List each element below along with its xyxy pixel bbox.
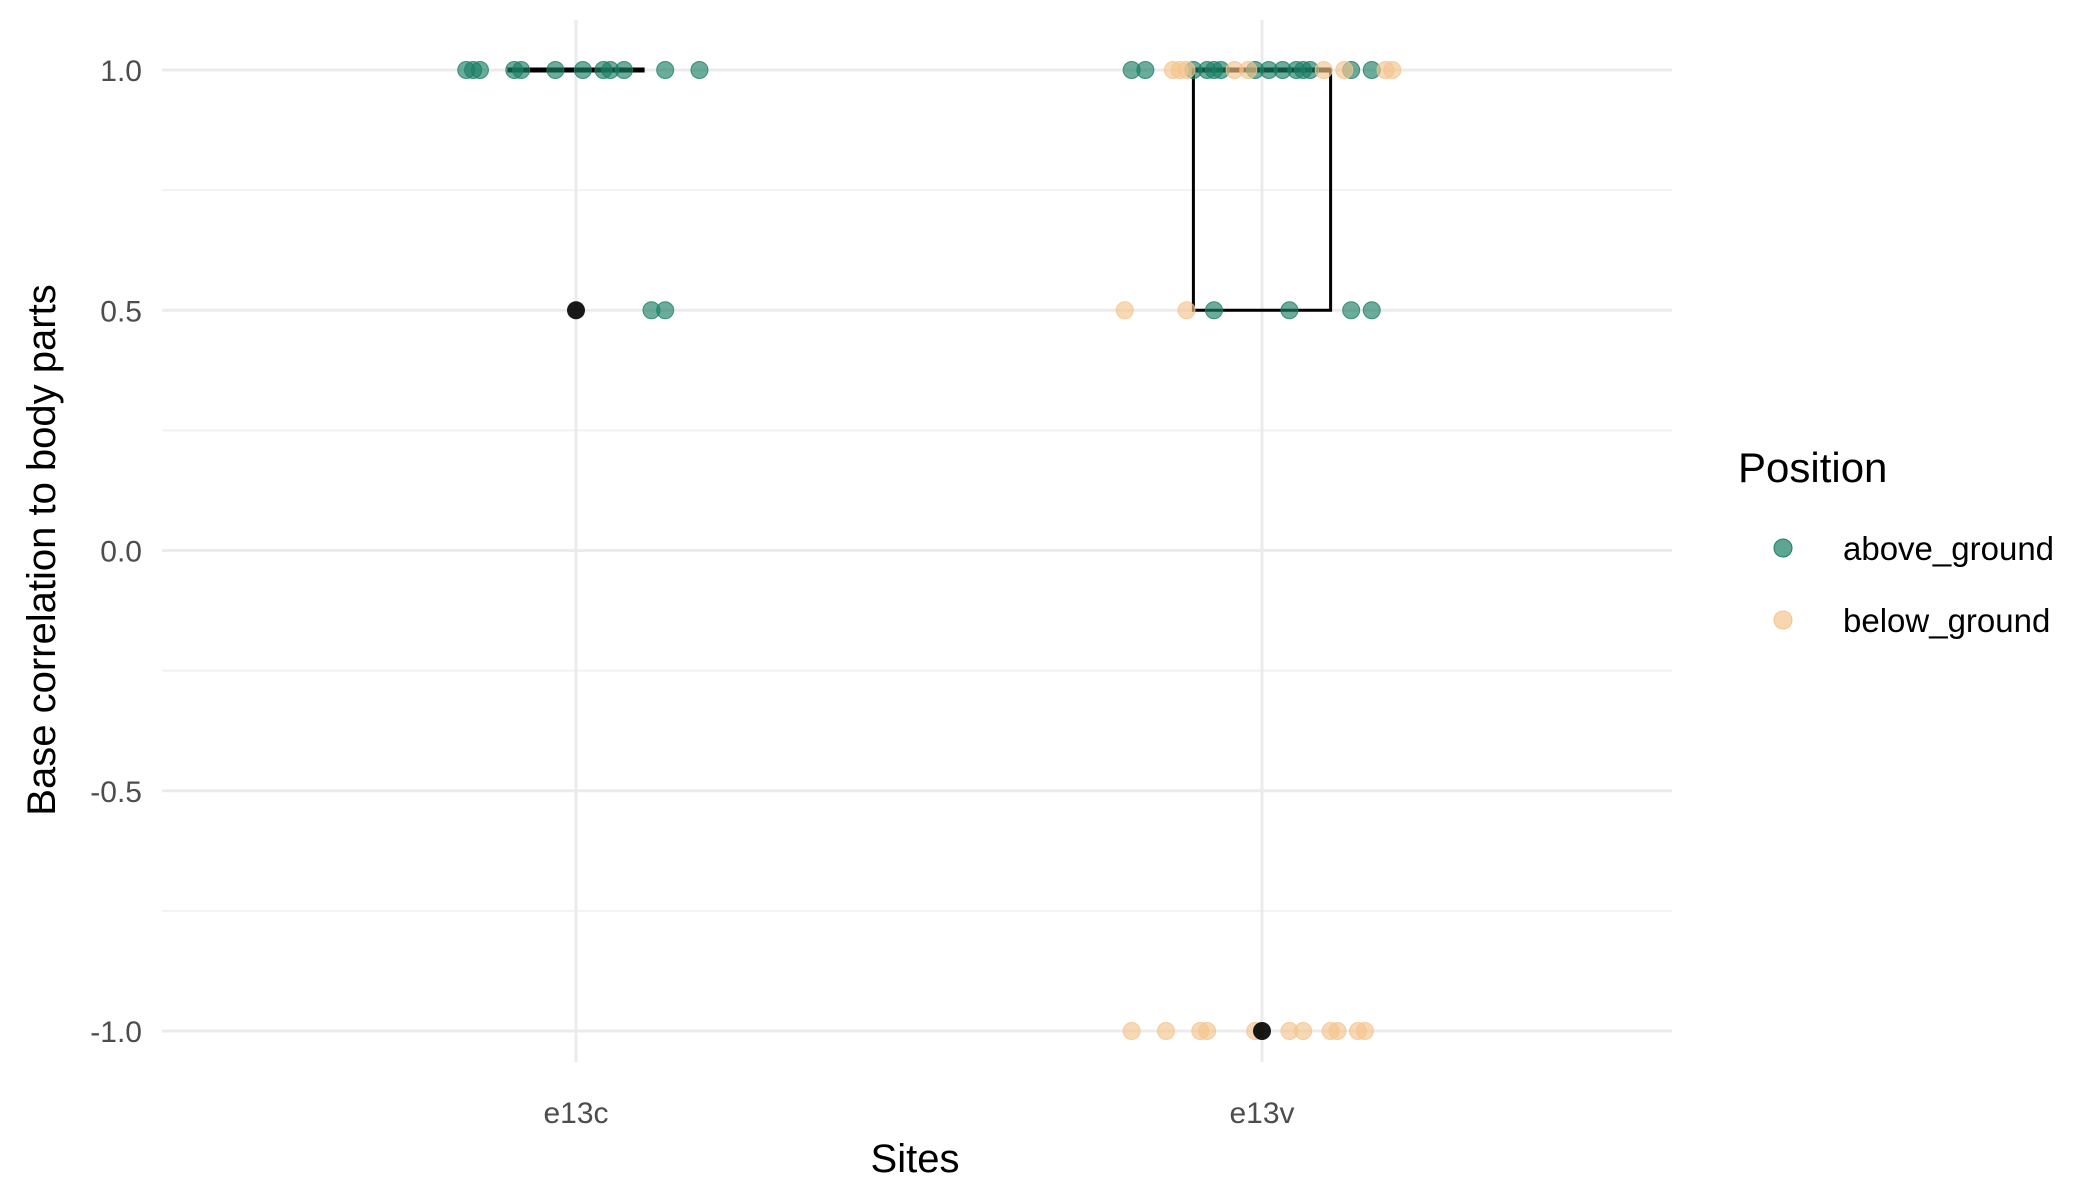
point-below_ground: [1198, 1022, 1217, 1040]
point-above_ground: [690, 61, 709, 79]
point-above_ground: [615, 61, 634, 79]
point-below_ground: [1383, 61, 1402, 79]
y-tick-label: -1.0: [90, 1016, 142, 1049]
legend-entry-above_ground: above_ground: [1773, 530, 2054, 567]
x-tick-label: e13v: [1229, 1097, 1294, 1130]
y-tick-label: 0.5: [100, 295, 142, 328]
outlier-point: [1253, 1022, 1271, 1040]
point-above_ground: [546, 61, 565, 79]
outlier-point: [567, 301, 585, 320]
x-tick-label: e13c: [543, 1097, 608, 1130]
boxplot-outliers: [567, 301, 1271, 1040]
point-below_ground: [1177, 61, 1196, 79]
point-below_ground: [1328, 1022, 1347, 1040]
point-below_ground: [1156, 1022, 1175, 1040]
point-below_ground: [1314, 61, 1333, 79]
y-axis-ticks: -1.0 -0.5 0.0 0.5 1.0: [90, 55, 142, 1049]
y-tick-label: 1.0: [100, 55, 142, 88]
legend-title: Position: [1738, 444, 1887, 491]
point-above_ground: [512, 61, 531, 79]
legend-entry-below_ground: below_ground: [1773, 602, 2050, 639]
point-above_ground: [470, 61, 489, 79]
y-tick-label: -0.5: [90, 776, 142, 809]
point-below_ground: [1355, 1022, 1374, 1040]
point-below_ground: [1177, 301, 1196, 320]
jitter-points: [457, 61, 1402, 1040]
grid: [162, 20, 1672, 1062]
legend-label: below_ground: [1843, 602, 2050, 639]
legend-entries: above_ground below_ground: [1773, 530, 2054, 639]
point-above_ground: [656, 301, 675, 320]
y-axis-title: Base correlation to body parts: [20, 284, 64, 815]
point-above_ground: [1362, 301, 1381, 320]
point-above_ground: [656, 61, 675, 79]
legend-key: [1773, 538, 1793, 558]
x-axis-ticks: e13c e13v: [543, 1097, 1294, 1130]
legend-key: [1773, 610, 1793, 630]
point-below_ground: [1294, 1022, 1313, 1040]
point-above_ground: [1342, 301, 1361, 320]
point-below_ground: [1335, 61, 1354, 79]
point-below_ground: [1115, 301, 1134, 320]
legend: Position above_ground below_ground: [1738, 444, 2054, 639]
x-axis-title: Sites: [871, 1137, 960, 1181]
point-above_ground: [1136, 61, 1155, 79]
point-below_ground: [1122, 1022, 1141, 1040]
point-above_ground: [1204, 301, 1223, 320]
point-above_ground: [1280, 301, 1299, 320]
legend-label: above_ground: [1843, 530, 2054, 567]
point-above_ground: [573, 61, 592, 79]
point-below_ground: [1239, 61, 1258, 79]
y-tick-label: 0.0: [100, 536, 142, 569]
